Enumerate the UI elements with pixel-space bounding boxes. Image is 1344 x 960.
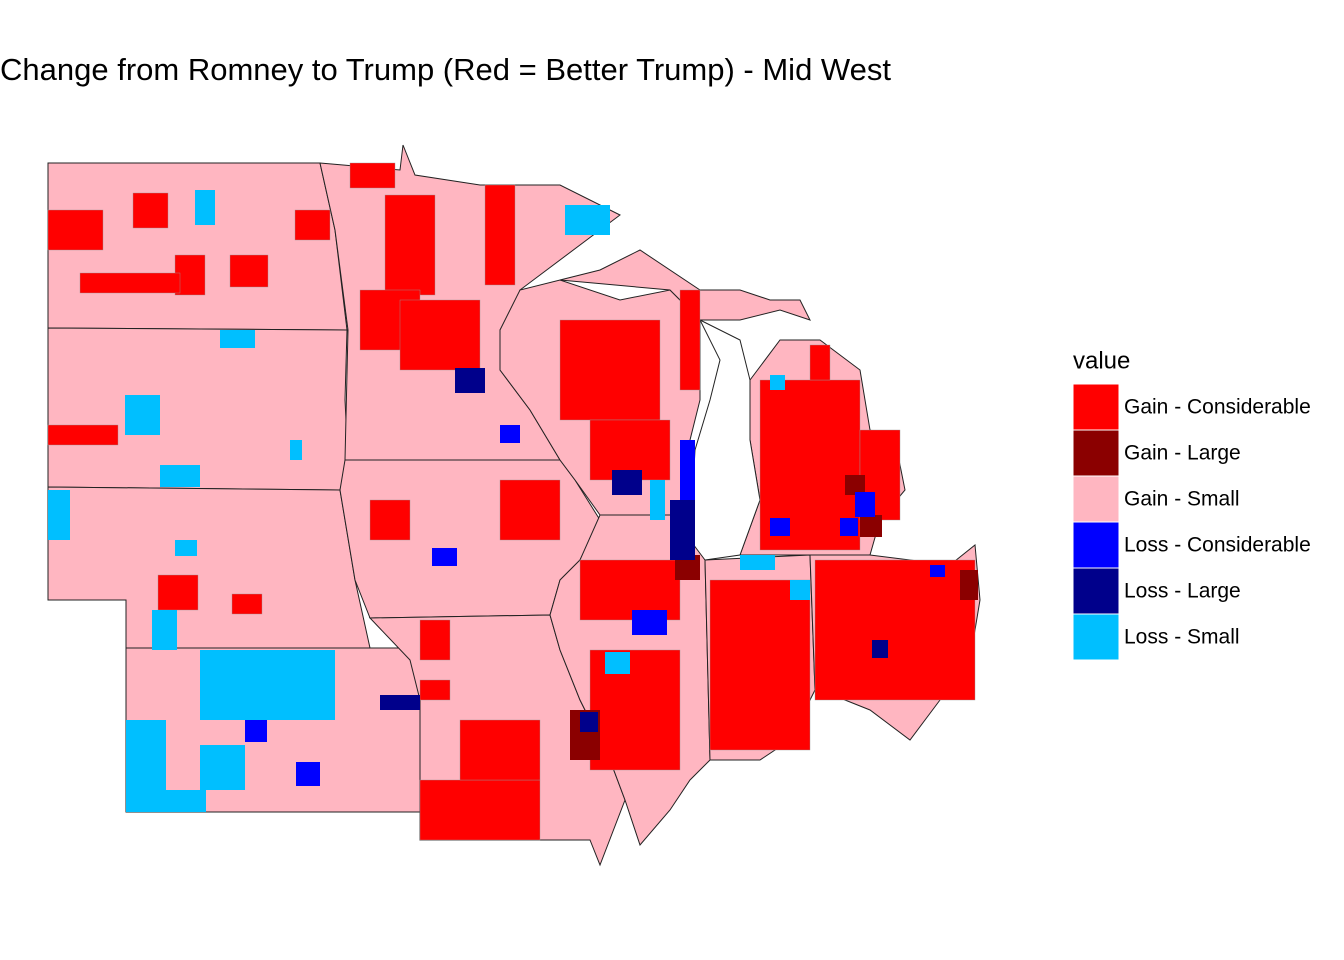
legend-swatch [1072,521,1120,569]
legend-swatch [1072,429,1120,477]
legend-label: Loss - Small [1124,626,1240,649]
legend-label: Gain - Small [1124,488,1240,511]
legend-swatch [1072,383,1120,431]
nebraska [47,486,371,649]
legend-label: Loss - Considerable [1124,534,1311,557]
legend-swatch [1072,475,1120,523]
lake-michigan [689,318,761,561]
legend-label: Gain - Considerable [1124,396,1311,419]
counties [47,162,978,841]
legend-swatch [1072,567,1120,615]
legend-label: Gain - Large [1124,442,1241,465]
map [47,144,981,867]
title: Change from Romney to Trump (Red = Bette… [0,52,891,87]
legend: Gain - Considerable Gain - Large Gain - Sm… [1072,383,1311,661]
legend-swatch [1072,613,1120,661]
legend-title: value [1073,347,1130,374]
legend-label: Loss - Large [1124,580,1241,603]
